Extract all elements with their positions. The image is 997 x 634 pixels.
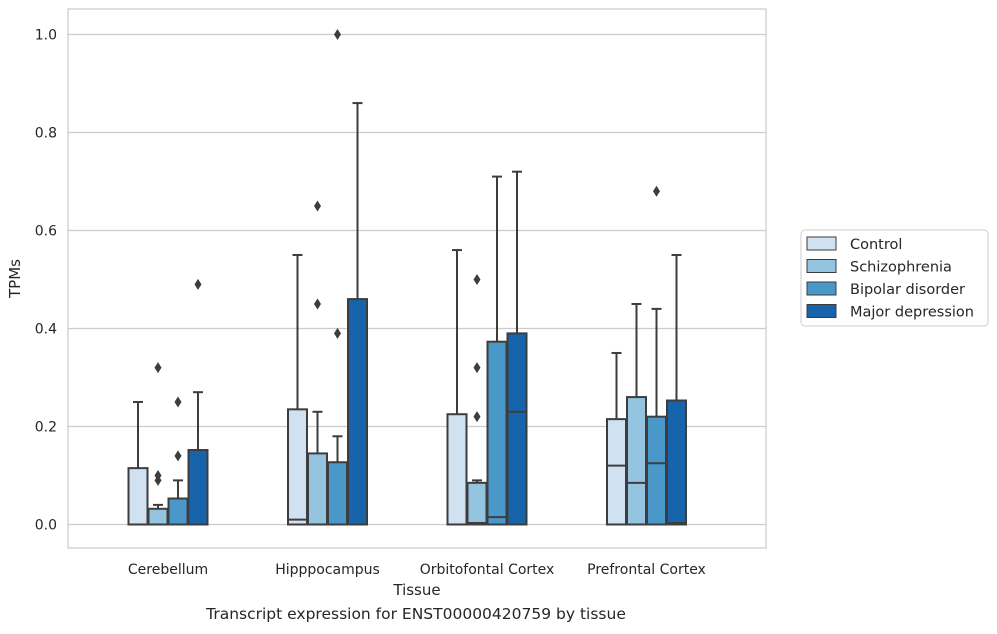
x-tick-label: Cerebellum (128, 562, 208, 578)
outlier-point (653, 185, 660, 197)
box-body (666, 399, 687, 526)
box-prefrontal-cortex (666, 253, 687, 526)
series-control (127, 249, 627, 526)
y-tick-label: 1.0 (35, 27, 57, 43)
legend-label: Control (850, 237, 902, 253)
legend-swatch (806, 281, 837, 296)
y-tick-label: 0.2 (35, 419, 57, 435)
x-tick-label: Prefrontal Cortex (587, 562, 706, 578)
y-tick-label: 0.0 (35, 517, 57, 533)
box-body (327, 461, 348, 526)
outlier-point (473, 273, 481, 285)
legend-swatch (806, 236, 837, 251)
y-axis-label: TPMs (6, 259, 24, 299)
box-body (187, 449, 209, 526)
x-tick-label: Hipppocampus (275, 562, 380, 578)
box-body (347, 298, 368, 526)
x-tick-label: Orbitofontal Cortex (420, 562, 555, 578)
outlier-point (314, 298, 321, 310)
outlier-point (154, 474, 162, 486)
legend-item: Control (806, 236, 902, 253)
outlier-point (174, 396, 182, 408)
series-schizophrenia (147, 200, 647, 526)
box-body (466, 481, 488, 526)
outlier-point (174, 450, 182, 462)
outlier-point (334, 327, 341, 339)
outlier-point (314, 200, 321, 212)
box-prefrontal-cortex (606, 351, 627, 526)
box-cerebellum (187, 278, 209, 526)
box-body (506, 332, 528, 526)
box-body (646, 415, 667, 526)
outlier-point (154, 362, 162, 374)
plot-frame (67, 8, 767, 549)
legend-frame (800, 229, 989, 327)
legend-swatch (806, 304, 837, 318)
y-tick-label: 0.4 (35, 321, 57, 337)
box-cerebellum (167, 396, 189, 526)
y-tick-labels: 0.0 0.2 0.4 0.6 0.8 1.0 (35, 27, 57, 533)
box-body (446, 413, 468, 526)
box-prefrontal-cortex (626, 302, 647, 526)
outlier-point (194, 278, 202, 290)
series-major-depression (187, 102, 687, 526)
box-body (626, 396, 647, 526)
box-hipppocampus (307, 200, 328, 526)
box-orbitofontal-cortex (486, 175, 508, 526)
x-axis-label: Tissue (392, 581, 440, 599)
box-orbitofontal-cortex (446, 249, 468, 526)
box-cerebellum (147, 362, 169, 526)
legend: Control Schizophrenia Bipolar disorder Majo… (800, 229, 989, 327)
figure-caption: Transcript expression for ENST0000042075… (206, 605, 626, 623)
box-body (167, 497, 189, 526)
legend-label: Schizophrenia (850, 260, 952, 276)
legend-item: Major depression (806, 304, 974, 321)
box-prefrontal-cortex (646, 185, 667, 526)
box-orbitofontal-cortex (506, 170, 528, 526)
legend-item: Schizophrenia (806, 259, 952, 276)
series-bipolar-disorder (167, 28, 667, 526)
box-hipppocampus (327, 28, 348, 526)
box-body (287, 408, 308, 526)
legend-item: Bipolar disorder (806, 281, 965, 298)
box-series (127, 28, 687, 526)
x-tick-labels: Cerebellum Hipppocampus Orbitofontal Corte… (128, 562, 706, 578)
legend-swatch (806, 259, 837, 273)
outlier-point (334, 28, 341, 40)
box-body (307, 452, 328, 526)
outlier-point (473, 362, 481, 374)
legend-label: Major depression (850, 305, 974, 321)
box-cerebellum (127, 400, 149, 526)
box-hipppocampus (347, 102, 368, 526)
box-orbitofontal-cortex (466, 273, 488, 526)
y-tick-label: 0.6 (35, 223, 57, 239)
box-body (486, 340, 508, 526)
box-body (147, 507, 169, 526)
outlier-point (473, 411, 481, 423)
y-tick-label: 0.8 (35, 125, 57, 141)
box-body (606, 418, 627, 526)
legend-label: Bipolar disorder (850, 282, 965, 298)
box-body (127, 467, 149, 526)
box-hipppocampus (287, 253, 308, 526)
